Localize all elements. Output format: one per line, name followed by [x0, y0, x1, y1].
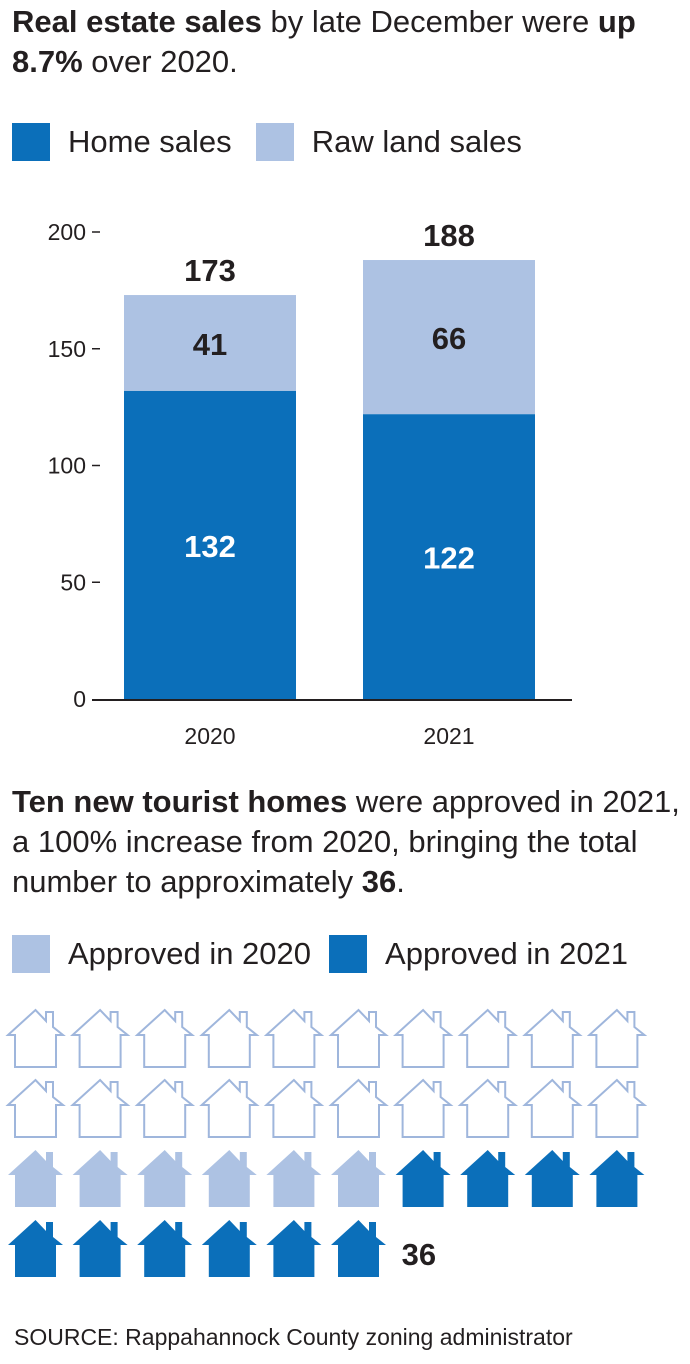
- tourist-homes-grid: 36: [5, 1008, 648, 1277]
- headline2-bold2: 36: [361, 864, 397, 899]
- total-homes-label: 36: [402, 1237, 436, 1272]
- legend-item-2021: Approved in 2021: [329, 935, 628, 973]
- house-icon-existing: [263, 1078, 325, 1138]
- swatch-home: [12, 123, 50, 161]
- house-icon-existing: [393, 1078, 454, 1138]
- legend-item-2020: Approved in 2020: [12, 935, 311, 973]
- swatch-land: [255, 123, 294, 161]
- legend-item-land: Raw land sales: [255, 123, 522, 161]
- house-icon-existing: [134, 1078, 196, 1138]
- bar-land-2021: [363, 260, 535, 415]
- house-icon-existing: [199, 1008, 260, 1068]
- house-icon-existing: [70, 1008, 131, 1068]
- house-icon-existing: [586, 1008, 648, 1068]
- swatch-2021: [329, 935, 368, 973]
- house-icon-existing: [199, 1078, 260, 1138]
- house-icon-existing: [393, 1008, 454, 1068]
- y-tick-label: 200: [48, 219, 86, 245]
- house-icon-2020: [8, 1150, 63, 1207]
- label-total-2020: 173: [184, 253, 236, 288]
- legend-home-label: Home sales: [68, 124, 232, 159]
- house-icon-2021: [395, 1150, 451, 1207]
- house-icon-existing: [586, 1078, 648, 1138]
- headline1-bold1: Real estate sales: [12, 4, 262, 39]
- headline1-text2: over 2020.: [82, 44, 238, 79]
- house-icon-2020: [137, 1150, 193, 1207]
- headline-real-estate: Real estate sales by late December were …: [12, 2, 682, 82]
- sales-chart: 0 50 100 150 200 132 41 173 2020 122 66 188 2021: [48, 218, 572, 749]
- house-icon-2021: [266, 1220, 322, 1277]
- headline2-text1: were approved in 2021, a 100% increase f…: [12, 784, 680, 899]
- legend-tourist: Approved in 2020 Approved in 2021: [12, 933, 628, 975]
- x-tick-label-2021: 2021: [423, 723, 474, 749]
- house-icon-2021: [460, 1150, 516, 1207]
- house-icon-2020: [201, 1150, 257, 1207]
- headline-tourist-homes: Ten new tourist homes were approved in 2…: [12, 782, 682, 902]
- label-land-2021: 66: [432, 321, 466, 356]
- headline1-text1: by late December were: [261, 4, 598, 39]
- legend-2020-label: Approved in 2020: [68, 936, 312, 971]
- headline2-bold1: Ten new tourist homes: [12, 784, 348, 819]
- house-icon-existing: [328, 1078, 389, 1138]
- house-icon-existing: [134, 1008, 196, 1068]
- house-icon-2021: [201, 1220, 257, 1277]
- y-tick-label: 150: [48, 336, 86, 362]
- y-tick-label: 100: [48, 453, 86, 479]
- y-tick-label: 50: [60, 569, 86, 595]
- house-icon-existing: [5, 1008, 66, 1068]
- legend-land-label: Raw land sales: [311, 124, 522, 159]
- house-icon-2021: [8, 1220, 63, 1277]
- legend-item-home: Home sales: [12, 123, 232, 161]
- label-land-2020: 41: [193, 327, 227, 362]
- house-icon-existing: [263, 1008, 325, 1068]
- bar-land-2020: [124, 295, 296, 391]
- house-icon-2020: [72, 1150, 128, 1207]
- bar-home-2020: [124, 390, 296, 699]
- house-icon-2020: [331, 1150, 386, 1207]
- x-tick-label-2020: 2020: [184, 723, 235, 749]
- legend-sales: Home sales Raw land sales: [12, 121, 546, 163]
- headline2-text2: .: [396, 864, 405, 899]
- house-icon-existing: [328, 1008, 389, 1068]
- house-icon-existing: [457, 1078, 519, 1138]
- label-total-2021: 188: [423, 218, 475, 253]
- house-icon-existing: [5, 1078, 66, 1138]
- house-icon-existing: [457, 1008, 519, 1068]
- headline1-bold2: up 8.7%: [12, 4, 636, 79]
- y-tick-label: 0: [73, 686, 86, 712]
- source-note: SOURCE: Rappahannock County zoning admin…: [14, 1324, 573, 1350]
- house-icon-2021: [331, 1220, 386, 1277]
- swatch-2020: [12, 935, 50, 973]
- house-icon-existing: [522, 1008, 583, 1068]
- label-home-2021: 122: [423, 541, 475, 576]
- house-icon-2020: [266, 1150, 322, 1207]
- house-icon-2021: [137, 1220, 193, 1277]
- house-icon-2021: [589, 1150, 645, 1207]
- house-icon-2021: [524, 1150, 580, 1207]
- house-icon-existing: [70, 1078, 131, 1138]
- house-icon-2021: [72, 1220, 128, 1277]
- legend-2021-label: Approved in 2021: [385, 936, 629, 971]
- label-home-2020: 132: [184, 529, 236, 564]
- house-icon-existing: [522, 1078, 583, 1138]
- bar-home-2021: [363, 414, 535, 699]
